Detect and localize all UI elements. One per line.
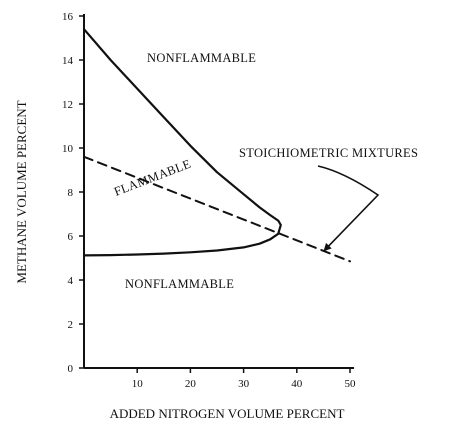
axes [83, 14, 354, 369]
y-tick-label: 16 [62, 11, 74, 23]
y-tick-label: 14 [62, 55, 74, 67]
ticks: 0 2 4 6 8 10 12 14 16 10 20 30 40 50 [62, 11, 356, 390]
annotation-flammable: FLAMMABLE [112, 157, 193, 199]
y-tick-label: 0 [68, 363, 74, 375]
x-tick-label: 20 [185, 378, 197, 390]
annotation-arrows [317, 165, 380, 252]
x-tick-label: 50 [345, 378, 357, 390]
annotation-nonflammable-upper: NONFLAMMABLE [147, 51, 256, 65]
series-layer [82, 28, 351, 263]
stoichiometric-line [83, 155, 351, 263]
x-tick-label: 10 [132, 378, 144, 390]
y-axis-title: METHANE VOLUME PERCENT [14, 100, 29, 283]
y-tick-label: 2 [68, 319, 74, 331]
x-tick-label: 40 [291, 378, 303, 390]
flammability-envelope-curve [82, 28, 282, 257]
y-tick-label: 4 [68, 275, 74, 287]
y-tick-label: 6 [68, 231, 74, 243]
y-tick-label: 12 [62, 99, 73, 111]
y-tick-label: 8 [68, 187, 74, 199]
x-axis-title: ADDED NITROGEN VOLUME PERCENT [110, 406, 345, 421]
annotation-nonflammable-lower: NONFLAMMABLE [125, 277, 234, 291]
x-tick-label: 30 [238, 378, 250, 390]
y-tick-label: 10 [62, 143, 74, 155]
annotation-arrow [317, 165, 380, 252]
annotation-stoichiometric-mixtures: STOICHIOMETRIC MIXTURES [239, 146, 418, 160]
